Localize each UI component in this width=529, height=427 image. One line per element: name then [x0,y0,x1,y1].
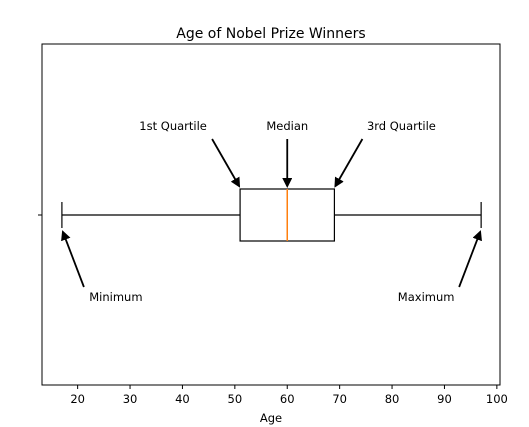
annotations: 1st Quartile Median 3rd Quartile Minimum Max… [63,119,480,304]
x-tick-label: 100 [486,392,508,406]
annotation-label-median: Median [266,119,308,133]
x-axis-ticks: 20 30 40 50 60 70 80 90 100 [38,215,508,406]
x-tick-label: 20 [70,392,85,406]
x-tick-label: 40 [175,392,190,406]
annotation-label-max: Maximum [398,290,455,304]
box-plot [62,189,481,241]
annotation-label-min: Minimum [89,290,142,304]
annotation-arrow-min [63,232,84,287]
annotation-label-q1: 1st Quartile [139,119,207,133]
annotation-arrow-max [459,232,480,287]
annotation-label-q3: 3rd Quartile [367,119,436,133]
annotation-arrow-q1 [212,139,239,186]
x-tick-label: 50 [228,392,243,406]
x-tick-label: 80 [385,392,400,406]
x-axis-label: Age [260,411,282,425]
x-tick-label: 70 [332,392,347,406]
annotation-arrow-q3 [335,139,362,186]
x-tick-label: 30 [123,392,138,406]
chart-title: Age of Nobel Prize Winners [176,26,365,42]
x-tick-label: 90 [437,392,452,406]
x-tick-label: 60 [280,392,295,406]
